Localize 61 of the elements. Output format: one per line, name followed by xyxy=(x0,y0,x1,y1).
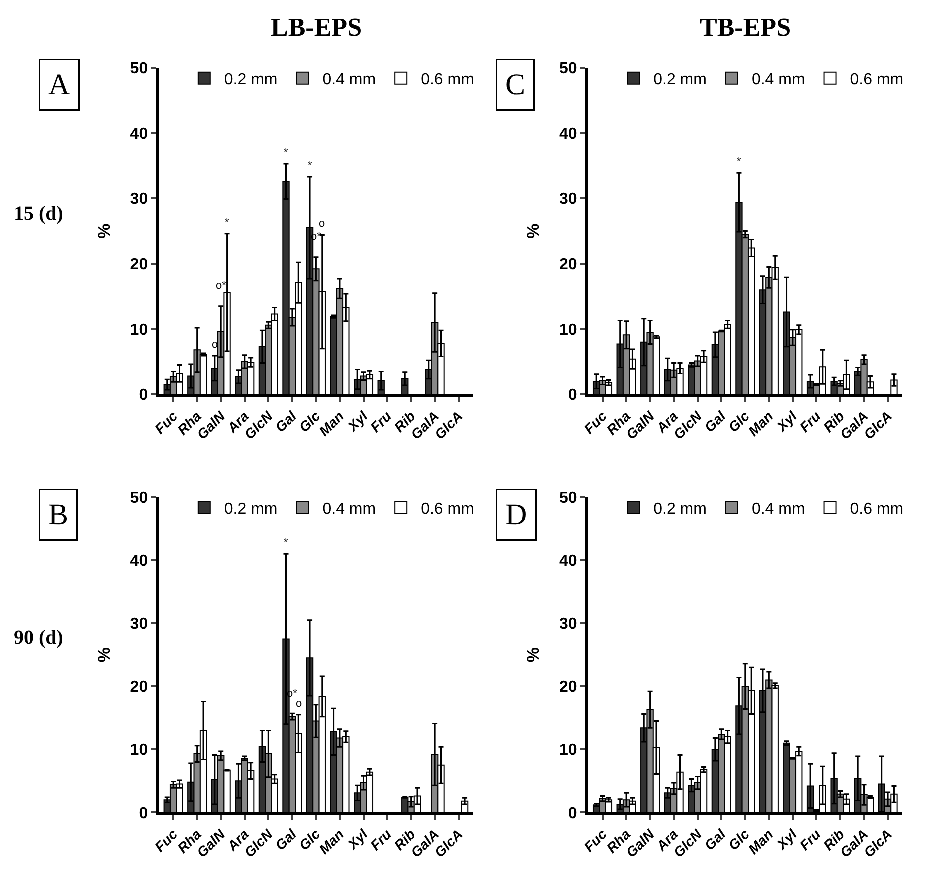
annotation: o xyxy=(212,339,218,351)
y-tick-label: 10 xyxy=(130,742,148,760)
legend-label: 0.2 mm xyxy=(654,501,707,518)
legend-label: 0.6 mm xyxy=(421,501,474,518)
chart-title: LB-EPS xyxy=(271,13,362,42)
y-tick-label: 40 xyxy=(559,553,578,570)
y-tick-label: 0 xyxy=(568,387,578,404)
y-tick-label: 30 xyxy=(130,616,148,634)
annotation: * xyxy=(284,537,289,549)
y-tick-label: 40 xyxy=(130,126,148,143)
annotation: * xyxy=(308,160,313,172)
y-tick-label: 0 xyxy=(568,805,578,822)
x-tick-label: Gal xyxy=(701,407,730,436)
y-tick-label: 10 xyxy=(130,322,148,339)
y-tick-label: 10 xyxy=(559,322,578,339)
chart-title: TB-EPS xyxy=(700,13,792,42)
y-axis-title: % xyxy=(94,224,114,239)
legend-label: 0.6 mm xyxy=(850,72,904,89)
legend-label: 0.2 mm xyxy=(224,72,278,89)
x-tick-label: Gal xyxy=(272,407,300,436)
y-tick-label: 40 xyxy=(559,126,578,143)
y-axis-title: % xyxy=(524,647,544,663)
legend-label: 0.4 mm xyxy=(752,501,806,518)
y-tick-label: 10 xyxy=(559,742,578,760)
text: C xyxy=(506,68,526,102)
y-tick-label: 40 xyxy=(130,553,148,570)
y-tick-label: 20 xyxy=(559,256,578,274)
x-tick-label: Gal xyxy=(272,825,300,854)
y-tick-label: 50 xyxy=(130,490,148,507)
annotation: o xyxy=(296,698,302,710)
annotation: o xyxy=(319,218,326,230)
legend-label: 0.6 mm xyxy=(421,72,474,89)
legend-label: 0.2 mm xyxy=(224,501,278,518)
y-tick-label: 30 xyxy=(559,191,578,208)
annotation: * xyxy=(225,217,230,229)
annotation: * xyxy=(737,156,742,168)
text: B xyxy=(48,498,69,532)
legend-label: 0.4 mm xyxy=(322,72,376,89)
y-tick-label: 50 xyxy=(130,60,148,78)
x-tick-label: Gal xyxy=(701,825,730,854)
y-tick-label: 50 xyxy=(559,490,578,507)
text: A xyxy=(48,68,70,102)
annotation: o* xyxy=(216,280,228,292)
y-tick-label: 30 xyxy=(559,616,578,634)
legend-label: 0.6 mm xyxy=(850,501,904,518)
y-tick-label: 0 xyxy=(139,805,148,822)
y-tick-label: 0 xyxy=(139,387,148,404)
y-tick-label: 20 xyxy=(130,679,148,696)
y-tick-label: 50 xyxy=(559,60,578,78)
legend-label: 0.4 mm xyxy=(322,501,376,518)
annotation: * xyxy=(284,147,289,159)
y-axis-title: % xyxy=(524,224,544,239)
y-tick-label: 20 xyxy=(130,256,148,274)
legend-label: 0.4 mm xyxy=(752,72,806,89)
legend-label: 0.2 mm xyxy=(654,72,707,89)
text: 15 (d) xyxy=(14,203,64,225)
text: 90 (d) xyxy=(14,627,64,649)
text: D xyxy=(506,498,528,532)
y-tick-label: 30 xyxy=(130,191,148,208)
y-axis-title: % xyxy=(94,647,114,663)
y-tick-label: 20 xyxy=(559,679,578,696)
